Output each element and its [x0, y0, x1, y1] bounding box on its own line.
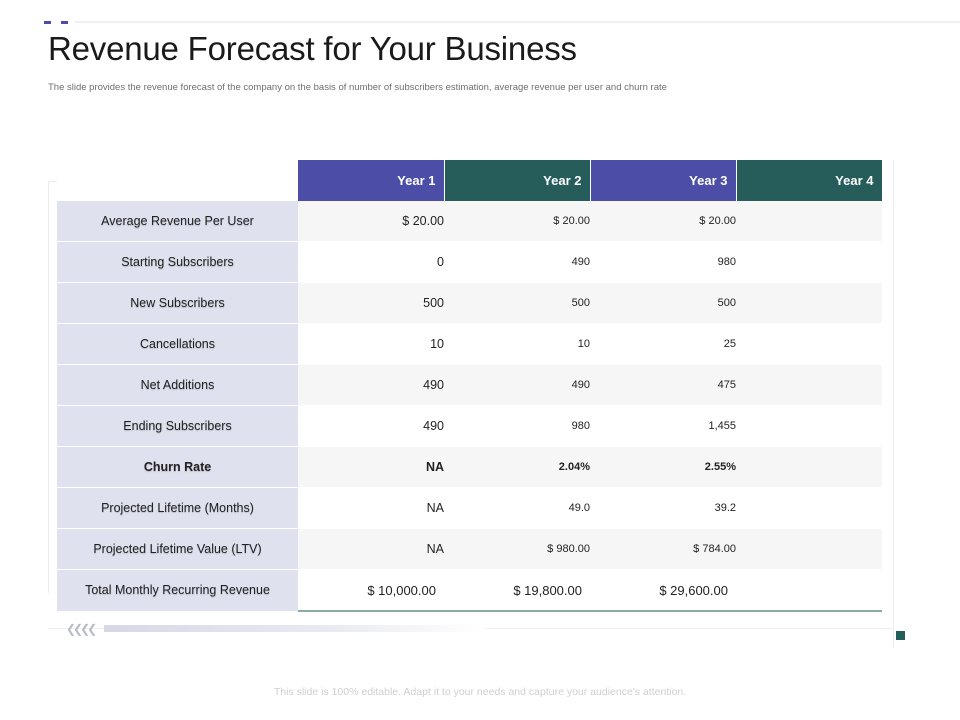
- cell-year-3: 475: [590, 364, 736, 406]
- table-row: Churn Rate NA 2.04% 2.55%: [57, 446, 882, 488]
- table-header-row: Year 1 Year 2 Year 3 Year 4: [57, 160, 883, 201]
- cell-year-4: [736, 201, 882, 242]
- row-label: Ending Subscribers: [57, 405, 298, 447]
- cell-year-4: [736, 364, 882, 406]
- cell-year-1: 500: [298, 282, 444, 324]
- table-row: Projected Lifetime (Months) NA 49.0 39.2: [57, 487, 882, 529]
- chevron-left-icon: ❮❮❮❮: [66, 622, 97, 636]
- row-label: Average Revenue Per User: [57, 201, 298, 242]
- cell-year-2: 490: [444, 364, 590, 406]
- table-row: Cancellations 10 10 25: [57, 323, 882, 365]
- row-label: Cancellations: [57, 323, 298, 365]
- row-label: Projected Lifetime Value (LTV): [57, 528, 298, 570]
- cell-year-3: 1,455: [590, 405, 736, 447]
- table-row: Ending Subscribers 490 980 1,455: [57, 405, 882, 447]
- cell-year-1: $ 10,000.00: [298, 569, 444, 612]
- table-row: New Subscribers 500 500 500: [57, 282, 882, 324]
- table-row: Projected Lifetime Value (LTV) NA $ 980.00…: [57, 528, 882, 570]
- cell-year-2: 490: [444, 241, 590, 283]
- cell-year-4: [736, 446, 882, 488]
- cell-year-4: [736, 282, 882, 324]
- cell-year-3: $ 29,600.00: [590, 569, 736, 612]
- cell-year-1: NA: [298, 487, 444, 529]
- column-header-year-3: Year 3: [590, 160, 737, 201]
- column-header-year-4: Year 4: [736, 160, 883, 201]
- table-row: Net Additions 490 490 475: [57, 364, 882, 406]
- frame-line-right: [893, 160, 894, 648]
- cell-year-2: $ 20.00: [444, 201, 590, 242]
- cell-year-1: 490: [298, 364, 444, 406]
- slide-title: Revenue Forecast for Your Business: [48, 30, 577, 67]
- cell-year-1: NA: [298, 446, 444, 488]
- table-header-corner: [57, 160, 298, 201]
- cell-year-4: [736, 323, 882, 365]
- table-row: Average Revenue Per User $ 20.00 $ 20.00 $ …: [57, 201, 882, 242]
- slide-subtitle: The slide provides the revenue forecast …: [48, 82, 667, 93]
- top-accent-mark-left: [44, 21, 51, 24]
- cell-year-2: $ 19,800.00: [444, 569, 590, 612]
- cell-year-3: 25: [590, 323, 736, 365]
- cell-year-3: $ 20.00: [590, 201, 736, 242]
- top-divider: [75, 21, 960, 23]
- cell-year-1: NA: [298, 528, 444, 570]
- cell-year-2: 49.0: [444, 487, 590, 529]
- table-row: Starting Subscribers 0 490 980: [57, 241, 882, 283]
- row-label: Churn Rate: [57, 446, 298, 488]
- column-header-year-2: Year 2: [444, 160, 591, 201]
- slide-footer-note: This slide is 100% editable. Adapt it to…: [273, 686, 687, 698]
- cell-year-1: 10: [298, 323, 444, 365]
- cell-year-3: 500: [590, 282, 736, 324]
- frame-line-left: [48, 181, 49, 593]
- row-label: Projected Lifetime (Months): [57, 487, 298, 529]
- cell-year-2: 2.04%: [444, 446, 590, 488]
- cell-year-4: [736, 241, 882, 283]
- cell-year-2: 980: [444, 405, 590, 447]
- cell-year-2: 10: [444, 323, 590, 365]
- corner-accent-square: [896, 631, 905, 640]
- cell-year-4: [736, 405, 882, 447]
- cell-year-3: 2.55%: [590, 446, 736, 488]
- decorative-gradient-bar: [104, 625, 484, 632]
- cell-year-1: 0: [298, 241, 444, 283]
- table-row: Total Monthly Recurring Revenue $ 10,000.…: [57, 569, 882, 612]
- cell-year-4: [736, 569, 882, 612]
- cell-year-3: 980: [590, 241, 736, 283]
- row-label: Total Monthly Recurring Revenue: [57, 569, 298, 612]
- revenue-forecast-table: Year 1 Year 2 Year 3 Year 4 Average Reve…: [57, 160, 883, 612]
- cell-year-3: $ 784.00: [590, 528, 736, 570]
- column-header-year-1: Year 1: [298, 160, 445, 201]
- cell-year-1: $ 20.00: [298, 201, 444, 242]
- cell-year-4: [736, 528, 882, 570]
- cell-year-2: $ 980.00: [444, 528, 590, 570]
- row-label: Net Additions: [57, 364, 298, 406]
- row-label: New Subscribers: [57, 282, 298, 324]
- cell-year-1: 490: [298, 405, 444, 447]
- top-accent-mark-right: [61, 21, 68, 24]
- cell-year-3: 39.2: [590, 487, 736, 529]
- row-label: Starting Subscribers: [57, 241, 298, 283]
- cell-year-4: [736, 487, 882, 529]
- cell-year-2: 500: [444, 282, 590, 324]
